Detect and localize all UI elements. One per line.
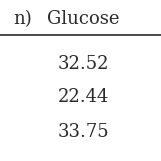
Text: 32.52: 32.52 [58, 55, 109, 73]
Text: 33.75: 33.75 [58, 123, 109, 141]
Text: Glucose: Glucose [47, 10, 120, 28]
Text: n): n) [13, 10, 32, 28]
Text: 22.44: 22.44 [58, 88, 109, 106]
